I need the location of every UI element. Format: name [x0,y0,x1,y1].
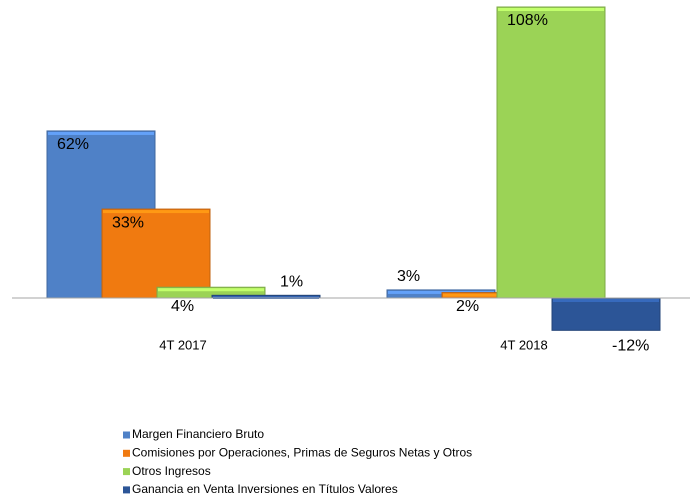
bar [496,6,606,299]
data-label: 1% [280,274,303,291]
data-label: 3% [397,268,420,285]
legend-swatch [123,468,130,476]
x-tick-label: 4T 2017 [159,337,206,352]
bar [101,208,211,299]
legend-label: Comisiones por Operaciones, Primas de Se… [132,445,472,459]
labels: 62% 33% 4% 1% 3% 2% 108% -12% [57,12,649,354]
data-label: 4% [171,298,194,315]
bar [551,297,661,331]
legend-swatch [123,486,130,494]
data-label: -12% [612,338,649,355]
legend-label: Otros Ingresos [132,464,211,478]
data-label: 62% [57,136,89,153]
plot-area [46,6,661,331]
data-label: 33% [112,214,144,231]
x-tick-label: 4T 2018 [500,337,547,352]
legend-label: Ganancia en Venta Inversiones en Títulos… [132,482,398,496]
legend-swatch [123,449,130,457]
data-label: 2% [456,298,479,315]
data-label: 108% [507,12,548,29]
legend-label: Margen Financiero Bruto [132,427,264,441]
legend-swatch [123,431,130,439]
